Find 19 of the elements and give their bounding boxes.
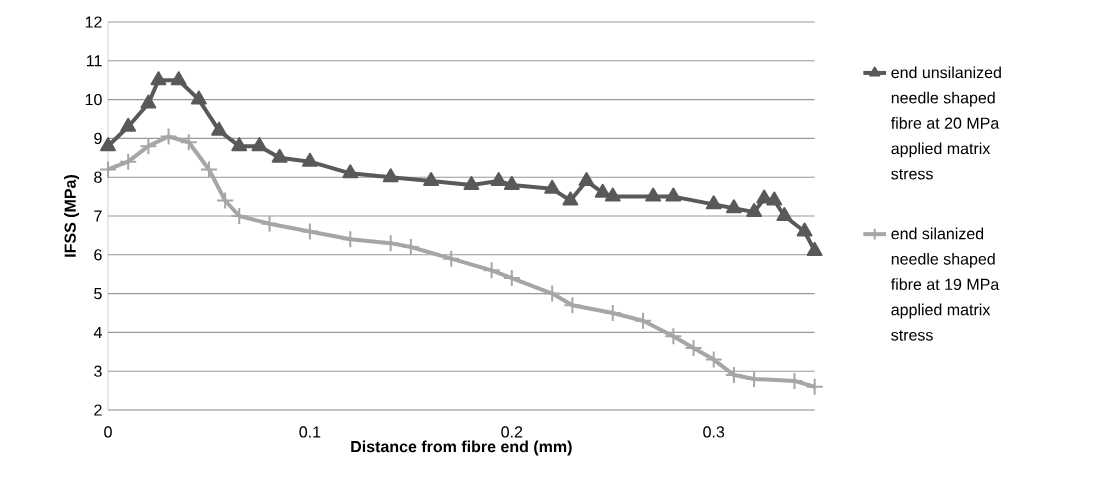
y-tick-label: 2 [94,404,102,416]
y-tick-label: 4 [93,326,102,338]
x-axis-title: Distance from fibre end (mm) [351,440,572,456]
y-tick-label: 3 [94,365,102,377]
x-tick-label: 0.1 [299,426,321,438]
y-tick-label: 5 [94,288,102,300]
y-tick-label: 8 [94,171,102,183]
y-tick-label: 6 [94,249,102,261]
y-tick-label: 9 [94,132,102,145]
x-tick-label: 0.3 [703,426,725,438]
legend-label: end unsilanized needle shaped fibre at 20 MPa applied matrix stress [890,66,1001,180]
y-axis-title: IFSS (MPa) [64,175,80,257]
y-tick-label: 10 [85,93,102,106]
y-tick-label: 12 [85,16,102,28]
y-tick-label: 7 [94,210,102,222]
y-tick-label: 11 [87,55,102,67]
legend-label: end silanized needle shaped fibre at 19 MPa applied matrix stress [890,227,1000,341]
x-tick-label: 0.2 [501,426,523,438]
x-tick-label: 0 [104,426,112,438]
